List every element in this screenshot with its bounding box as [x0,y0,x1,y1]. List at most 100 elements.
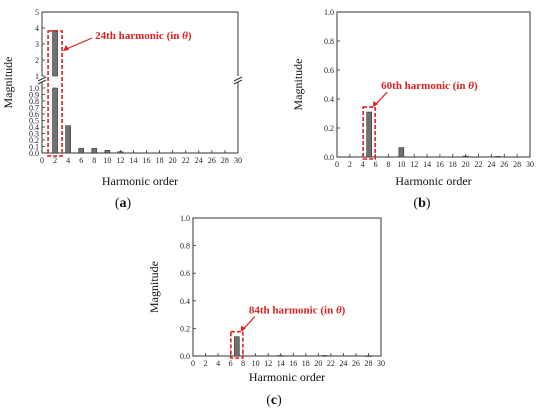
panel-label: (c) [266,393,282,408]
x-axis-title: Harmonic order [249,370,325,384]
x-tick-label: 16 [143,156,151,165]
annotation-symbol: θ [468,80,474,92]
y-tick-label: 1.0 [324,8,334,17]
x-tick-label: 28 [221,156,229,165]
annotation-arrow [63,37,93,51]
panel-label-open: ( [266,393,271,408]
y-tick-label: 0.2 [180,324,190,333]
x-tick-label: 26 [208,156,216,165]
x-tick-label: 30 [377,359,385,368]
x-tick-label: 26 [352,359,360,368]
annotation-arrowhead [240,325,246,332]
bar [462,155,469,158]
annotation-main: 84th harmonic (in [249,305,336,317]
x-tick-label: 16 [436,160,444,169]
y-tick-label: 0.0 [29,149,39,158]
x-tick-label: 24 [195,156,203,165]
bar [234,336,240,357]
bar [321,355,328,357]
annotation-text: 84th harmonic (in θ) [249,305,346,317]
x-tick-label: 20 [169,156,177,165]
x-tick-label: 22 [327,359,335,368]
x-tick-label: 30 [234,156,242,165]
panel-label: (b) [413,196,430,211]
highlight-box [362,106,376,160]
highlight-box [47,30,63,157]
bar [495,156,501,158]
x-tick-label: 4 [216,359,220,368]
panel-label-close: ) [127,196,132,211]
bar [398,147,405,158]
annotation-text: 24th harmonic (in θ) [95,30,192,42]
x-tick-label: 24 [487,160,495,169]
x-tick-label: 8 [386,160,390,169]
panel-label-letter: b [418,196,426,211]
bar [65,125,71,154]
y-tick-label: 0.7 [29,104,39,113]
y-tick-label: 0.4 [180,297,190,306]
bar [91,148,98,154]
x-tick-label: 28 [364,359,372,368]
x-tick-label: 30 [526,160,534,169]
panel-label: (a) [115,196,132,211]
y-tick-label: 0.5 [29,117,39,126]
x-tick-label: 22 [182,156,190,165]
y-tick-label: 0.2 [324,124,334,133]
x-tick-label: 18 [156,156,164,165]
panel-label-letter: a [120,196,127,211]
annotation-arrowhead [373,101,379,108]
x-tick-label: 4 [361,160,365,169]
y-tick-label: 4 [35,24,39,33]
bar [117,151,124,154]
panel-label-close: ) [426,196,431,211]
x-tick-label: 16 [289,359,297,368]
x-tick-label: 4 [66,156,70,165]
y-tick-label: 0.8 [29,97,39,106]
panel-label-close: ) [277,393,282,408]
panel-label-open: ( [115,196,120,211]
annotation-symbol: θ [182,30,188,42]
y-tick-label: 2 [35,56,39,65]
x-tick-label: 0 [191,359,195,368]
annotation-end: ) [474,80,478,92]
x-tick-label: 8 [241,359,245,368]
y-tick-label: 1.0 [180,214,190,223]
bar-upper [52,30,58,77]
bar [277,355,284,357]
x-tick-label: 10 [397,160,405,169]
x-tick-label: 12 [410,160,418,169]
axis-break-mark-left [37,79,47,85]
y-axis-title: Magnitude [291,59,305,111]
x-tick-label: 24 [339,359,347,368]
y-tick-label: 0.2 [29,136,39,145]
panel-label-letter: c [271,393,277,408]
axis-break-mark-right [233,76,243,82]
y-tick-label: 0.6 [29,110,39,119]
annotation-end: ) [342,305,346,317]
bar [78,148,84,154]
bar [366,111,372,158]
x-tick-label: 14 [423,160,431,169]
annotation-main: 24th harmonic (in [95,30,182,42]
x-axis-title: Harmonic order [395,174,471,188]
x-tick-label: 18 [449,160,457,169]
y-tick-label: 0.1 [29,143,39,152]
y-axis-title: Magnitude [1,57,15,109]
y-axis-title: Magnitude [147,261,161,313]
x-axis-title: Harmonic order [102,174,178,188]
x-tick-label: 14 [277,359,285,368]
plot-frame [336,11,531,158]
highlight-box [230,330,244,359]
x-tick-label: 14 [129,156,137,165]
annotation-arrowhead [63,45,70,51]
x-tick-label: 2 [53,156,57,165]
annotation-symbol: θ [336,305,342,317]
y-tick-label: 1 [35,72,39,81]
x-tick-label: 10 [252,359,260,368]
x-tick-label: 26 [500,160,508,169]
x-tick-label: 2 [204,359,208,368]
y-tick-label: 1.0 [29,84,39,93]
axis-break-mark-right [233,79,243,85]
y-tick-label: 0.8 [180,242,190,251]
